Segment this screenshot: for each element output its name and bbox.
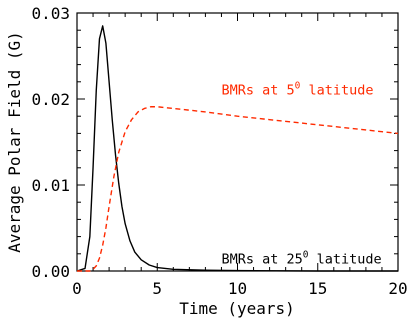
- axis-ticks: [76, 12, 399, 272]
- x-tick-label: 5: [152, 279, 162, 298]
- series-line-2: [77, 106, 399, 272]
- x-axis-label: Time (years): [179, 299, 295, 318]
- series-layer: [76, 25, 399, 272]
- x-tick-label: 0: [72, 279, 82, 298]
- plot-frame: [76, 12, 399, 272]
- y-tick-label: 0.03: [31, 4, 70, 23]
- annotation-layer: BMRs at 50 latitude BMRs at 250 latitude: [221, 81, 381, 268]
- y-tick-labels: 0.00 0.01 0.02 0.03: [31, 4, 70, 281]
- x-tick-labels: 0 5 10 15 20: [72, 279, 407, 298]
- y-tick-label: 0.01: [31, 176, 70, 195]
- x-tick-label: 20: [388, 279, 407, 298]
- curve-annotation-2: BMRs at 250 latitude: [221, 249, 381, 267]
- x-tick-label: 10: [228, 279, 247, 298]
- y-tick-label: 0.00: [31, 262, 70, 281]
- series-line-1: [76, 25, 398, 272]
- y-tick-label: 0.02: [31, 90, 70, 109]
- y-axis-label: Average Polar Field (G): [5, 31, 24, 253]
- curve-annotation-1: BMRs at 50 latitude: [221, 81, 373, 99]
- x-tick-label: 15: [308, 279, 327, 298]
